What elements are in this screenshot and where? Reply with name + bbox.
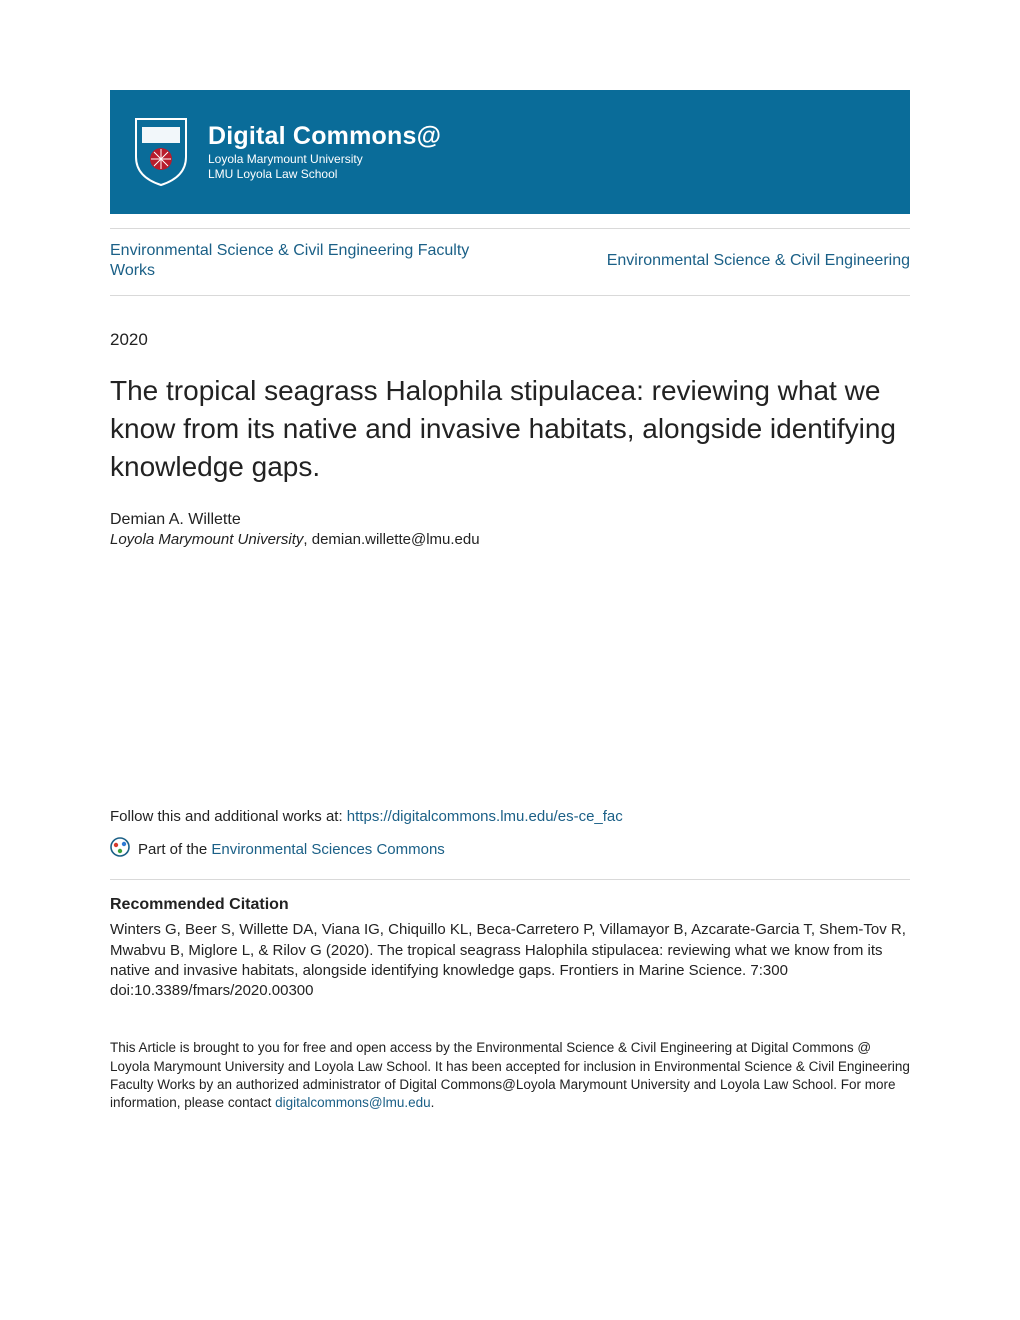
breadcrumb-row: Environmental Science & Civil Engineerin… (110, 241, 910, 281)
author-affiliation: Loyola Marymount University, demian.will… (110, 531, 910, 548)
collection-link[interactable]: Environmental Science & Civil Engineerin… (110, 242, 469, 279)
part-of-row: Part of the Environmental Sciences Commo… (110, 837, 910, 861)
commons-link[interactable]: Environmental Sciences Commons (211, 841, 444, 858)
author-org: Loyola Marymount University (110, 531, 303, 548)
publication-year: 2020 (110, 330, 910, 350)
author-block: Demian A. Willette Loyola Marymount Univ… (110, 511, 910, 548)
follow-url-link[interactable]: https://digitalcommons.lmu.edu/es-ce_fac (347, 808, 623, 825)
divider-before-citation (110, 879, 910, 880)
part-of-prefix: Part of the (138, 841, 211, 858)
recommended-citation-body: Winters G, Beer S, Willette DA, Viana IG… (110, 920, 910, 1001)
follow-prefix: Follow this and additional works at: (110, 808, 347, 825)
part-of-text: Part of the Environmental Sciences Commo… (138, 841, 445, 858)
affil-sep: , (303, 531, 311, 548)
breadcrumb-left: Environmental Science & Civil Engineerin… (110, 241, 470, 281)
banner-sub-2: LMU Loyola Law School (208, 168, 441, 182)
department-link[interactable]: Environmental Science & Civil Engineerin… (607, 252, 910, 269)
divider-top (110, 228, 910, 229)
footer-body-after: . (431, 1095, 435, 1110)
author-name: Demian A. Willette (110, 511, 910, 529)
footer-note: This Article is brought to you for free … (110, 1039, 910, 1112)
banner-sub-1: Loyola Marymount University (208, 153, 441, 167)
banner-text: Digital Commons@ Loyola Marymount Univer… (208, 122, 441, 182)
follow-block: Follow this and additional works at: htt… (110, 808, 910, 825)
network-icon (110, 837, 130, 861)
recommended-citation-heading: Recommended Citation (110, 896, 910, 914)
divider-under-breadcrumb (110, 295, 910, 296)
page-root: Digital Commons@ Loyola Marymount Univer… (0, 0, 1020, 1172)
author-email: demian.willette@lmu.edu (312, 531, 480, 548)
footer-email-link[interactable]: digitalcommons@lmu.edu (275, 1095, 431, 1110)
banner-title: Digital Commons@ (208, 122, 441, 151)
footer-body-before: This Article is brought to you for free … (110, 1040, 910, 1110)
site-banner: Digital Commons@ Loyola Marymount Univer… (110, 90, 910, 214)
breadcrumb-right: Environmental Science & Civil Engineerin… (607, 252, 910, 270)
shield-logo (134, 117, 188, 187)
article-title: The tropical seagrass Halophila stipulac… (110, 372, 910, 485)
